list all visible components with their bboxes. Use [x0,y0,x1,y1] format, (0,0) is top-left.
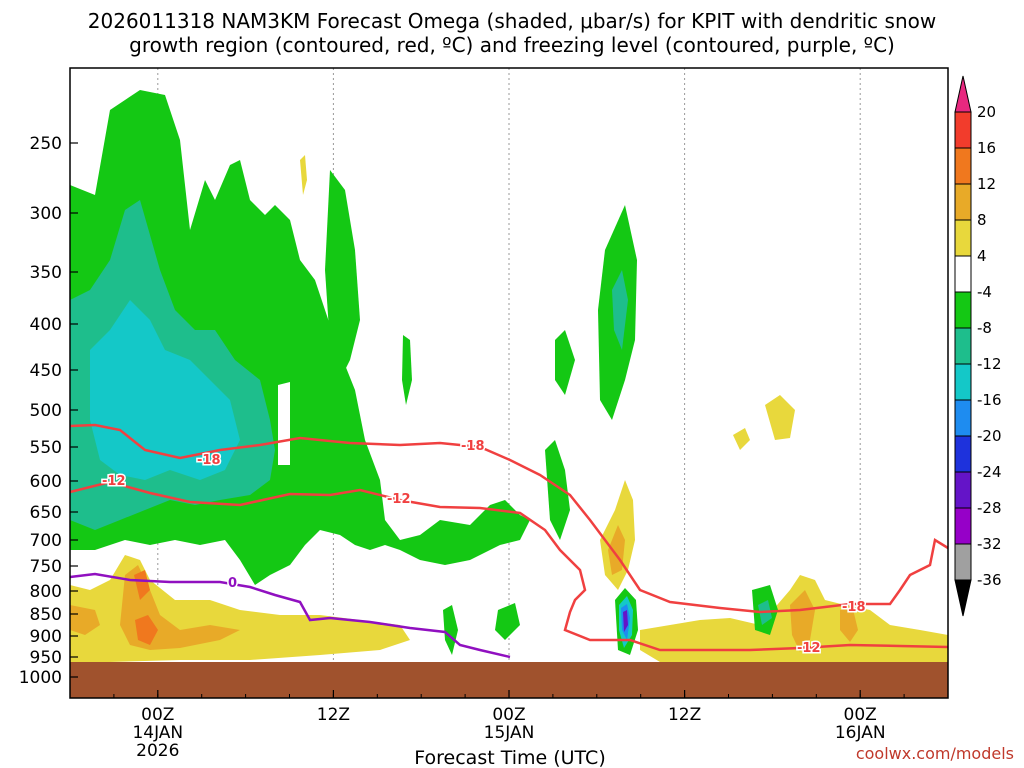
chart-title-line1: 2026011318 NAM3KM Forecast Omega (shaded… [88,9,936,33]
x-tick-label: 14JAN [132,723,183,743]
colorbar-swatch [954,75,972,113]
dgz-top-contour [69,423,949,614]
omega-region-green-sliver [545,440,570,540]
y-tick-label: 500 [30,401,62,421]
y-tick-label: 600 [30,472,62,492]
x-tick-label: 00Z [492,705,525,725]
y-tick-label: 400 [30,315,62,335]
colorbar-label: -28 [977,499,1002,517]
colorbar-swatch [954,471,972,509]
y-tick-label: 450 [30,361,62,381]
dgz-top-label: -18 [461,439,485,454]
y-tick-label: 550 [30,438,62,458]
omega-region-teal-sliver [612,270,628,350]
x-tick-label: 12Z [668,705,701,725]
omega-region-orange-right [790,590,815,652]
omega-region-yellow-blob [300,155,307,195]
colorbar-swatch [954,543,972,581]
colorbar-swatch [954,435,972,473]
x-tick-label: 2026 [136,741,179,761]
colorbar-swatch [954,183,972,221]
colorbar-label: -24 [977,463,1002,481]
omega-region-green-sliver [555,330,575,395]
dgz-bottom-label: -12 [102,474,126,489]
colorbar-swatch [954,579,972,617]
omega-region-orange-left [70,605,100,635]
dgz-top-label: -18 [842,600,866,615]
freezing-level-label: 0 [228,576,237,591]
x-tick-label: 00Z [844,705,877,725]
colorbar-swatch [954,255,972,293]
omega-region-orange-core [135,615,158,645]
x-tick-label: 12Z [317,705,350,725]
omega-region-green-blob [443,605,458,655]
colorbar-label: -16 [977,391,1002,409]
colorbar-label: 16 [977,139,996,157]
omega-region-clear-hole [278,382,290,465]
colorbar-swatch [954,507,972,545]
colorbar-swatch [954,111,972,149]
colorbar-label: 20 [977,103,996,121]
y-tick-label: 650 [30,503,62,523]
omega-region-green-column [325,170,360,380]
omega-region-green-sliver [402,335,412,405]
credit-text: coolwx.com/models [856,744,1014,763]
y-tick-label: 300 [30,204,62,224]
y-tick-label: 800 [30,582,62,602]
chart-title-line2: growth region (contoured, red, ºC) and f… [129,33,895,57]
y-tick-label: 700 [30,531,62,551]
colorbar-swatch [954,327,972,365]
omega-region-orange-core [134,570,150,600]
colorbar-label: -20 [977,427,1002,445]
dgz-bottom-contour [69,480,949,652]
colorbar-swatch [954,147,972,185]
colorbar-label: 4 [977,247,987,265]
colorbar-label: -12 [977,355,1002,373]
y-tick-label: 950 [30,648,62,668]
x-tick-label: 00Z [141,705,174,725]
dgz-bottom-label: -12 [387,492,411,507]
freezing-level-contour [69,572,511,659]
colorbar-swatch [954,291,972,329]
y-tick-label: 850 [30,605,62,625]
colorbar-swatch [954,219,972,257]
dgz-bottom-label: -12 [797,641,821,656]
omega-shading [70,90,948,662]
y-tick-label: 250 [30,134,62,154]
x-tick-label: 15JAN [484,723,535,743]
colorbar: 20 16 12 8 4 -4 -8 -12 -16 -20 -24 -28 -32 -36 [954,75,1002,617]
colorbar-swatch [954,363,972,401]
colorbar-swatch [954,399,972,437]
omega-region-green-blob [495,603,520,640]
colorbar-label: -4 [977,283,992,301]
colorbar-label: -8 [977,319,992,337]
colorbar-label: 8 [977,211,987,229]
colorbar-label: 12 [977,175,996,193]
y-tick-label: 900 [30,627,62,647]
colorbar-label: -36 [977,571,1002,589]
omega-region-purple-core [623,610,628,632]
y-tick-label: 350 [30,263,62,283]
dgz-top-label: -18 [197,453,221,468]
colorbar-label: -32 [977,535,1002,553]
dgz-contours: -18 -18 -18 -12 -12 -12 [69,423,949,658]
omega-region-orange-right [840,605,858,642]
y-tick-label: 750 [30,557,62,577]
x-tick-label: 16JAN [835,723,886,743]
x-axis-label: Forecast Time (UTC) [414,747,605,768]
omega-region-yellow-blob [733,428,750,450]
omega-region-yellow-blob [765,395,795,440]
y-axis: 2503003504004505005506006507007508008509… [19,134,78,688]
y-tick-label: 1000 [19,668,62,688]
